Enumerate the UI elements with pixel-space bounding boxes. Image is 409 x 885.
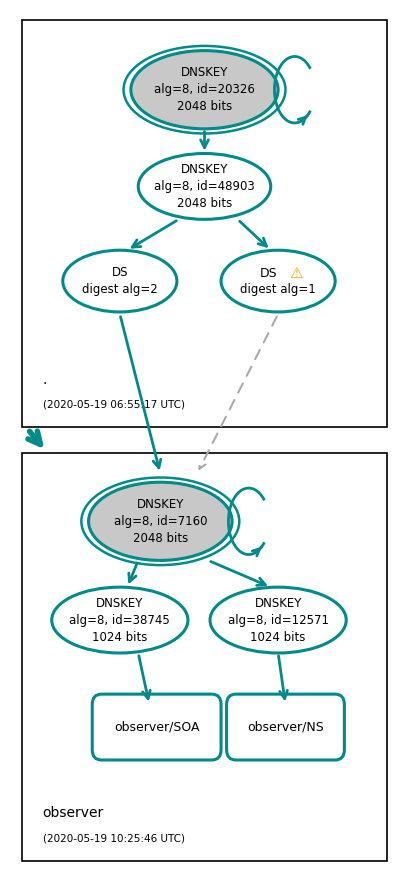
FancyBboxPatch shape (92, 694, 221, 760)
FancyBboxPatch shape (22, 19, 387, 427)
Text: DS: DS (260, 267, 278, 281)
Ellipse shape (210, 587, 346, 653)
Text: .: . (43, 373, 47, 387)
Text: digest alg=1: digest alg=1 (240, 283, 316, 296)
Text: DNSKEY
alg=8, id=12571
1024 bits: DNSKEY alg=8, id=12571 1024 bits (228, 596, 328, 643)
Text: DNSKEY
alg=8, id=7160
2048 bits: DNSKEY alg=8, id=7160 2048 bits (114, 497, 207, 545)
Text: (2020-05-19 10:25:46 UTC): (2020-05-19 10:25:46 UTC) (43, 833, 184, 843)
Ellipse shape (89, 482, 232, 560)
Text: ⚠: ⚠ (289, 266, 303, 281)
FancyBboxPatch shape (22, 453, 387, 861)
Text: DNSKEY
alg=8, id=20326
2048 bits: DNSKEY alg=8, id=20326 2048 bits (154, 66, 255, 113)
Text: (2020-05-19 06:55:17 UTC): (2020-05-19 06:55:17 UTC) (43, 399, 184, 410)
Ellipse shape (221, 250, 335, 312)
Ellipse shape (52, 587, 188, 653)
Ellipse shape (138, 153, 271, 219)
Ellipse shape (63, 250, 177, 312)
Text: DNSKEY
alg=8, id=38745
1024 bits: DNSKEY alg=8, id=38745 1024 bits (70, 596, 170, 643)
Text: DS
digest alg=2: DS digest alg=2 (82, 266, 158, 296)
Text: DNSKEY
alg=8, id=48903
2048 bits: DNSKEY alg=8, id=48903 2048 bits (154, 163, 255, 210)
Ellipse shape (131, 50, 278, 129)
Text: observer/NS: observer/NS (247, 720, 324, 734)
FancyBboxPatch shape (227, 694, 344, 760)
Text: observer: observer (43, 806, 104, 820)
Text: observer/SOA: observer/SOA (114, 720, 200, 734)
